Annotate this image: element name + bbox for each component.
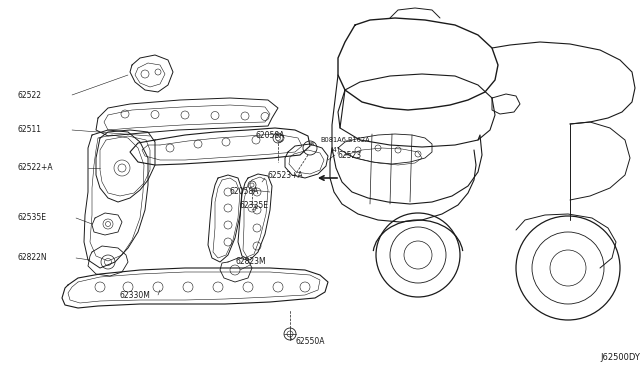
Text: B081A6-B162A: B081A6-B162A xyxy=(320,137,370,143)
Text: 62523: 62523 xyxy=(338,151,362,160)
Text: 62550A: 62550A xyxy=(295,337,324,346)
Text: 62823M: 62823M xyxy=(235,257,266,266)
Text: 62522+A: 62522+A xyxy=(18,164,54,173)
Circle shape xyxy=(106,221,111,227)
Text: 62058A: 62058A xyxy=(230,187,259,196)
Text: 62522: 62522 xyxy=(18,90,42,99)
Text: B: B xyxy=(310,142,314,148)
Text: 62523+A: 62523+A xyxy=(268,170,304,180)
Text: J62500DY: J62500DY xyxy=(600,353,640,362)
Circle shape xyxy=(250,183,254,187)
Text: 62335E: 62335E xyxy=(240,201,269,209)
Text: 62330M: 62330M xyxy=(120,291,151,299)
Text: 62822N: 62822N xyxy=(18,253,47,263)
Text: (4): (4) xyxy=(330,147,339,153)
Text: 62058A: 62058A xyxy=(255,131,284,140)
Circle shape xyxy=(275,135,280,141)
Text: 62535E: 62535E xyxy=(18,214,47,222)
Text: 62511: 62511 xyxy=(18,125,42,135)
